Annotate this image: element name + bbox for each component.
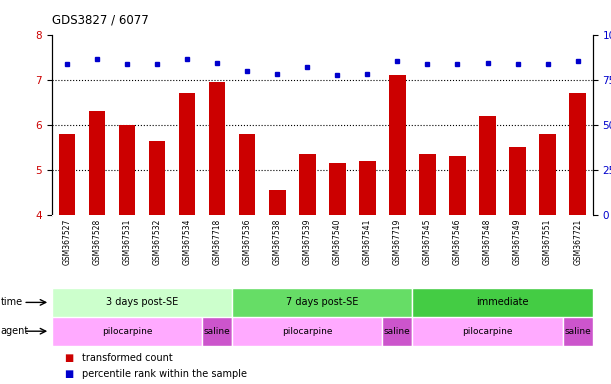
Text: ■: ■ — [64, 369, 73, 379]
Bar — [389, 75, 406, 215]
Text: GSM367532: GSM367532 — [153, 219, 161, 265]
Text: time: time — [1, 297, 23, 308]
Text: saline: saline — [204, 327, 230, 336]
Bar — [179, 93, 196, 215]
Bar — [329, 163, 346, 215]
Bar — [59, 134, 75, 215]
Bar — [52, 288, 232, 317]
Text: GSM367538: GSM367538 — [273, 219, 282, 265]
Bar — [149, 141, 166, 215]
Bar — [119, 125, 135, 215]
Text: GSM367546: GSM367546 — [453, 219, 462, 265]
Bar — [239, 134, 255, 215]
Text: percentile rank within the sample: percentile rank within the sample — [82, 369, 247, 379]
Bar — [479, 116, 496, 215]
Text: GSM367551: GSM367551 — [543, 219, 552, 265]
Text: transformed count: transformed count — [82, 353, 174, 363]
Bar — [232, 317, 382, 346]
Text: GSM367540: GSM367540 — [333, 219, 342, 265]
Text: 7 days post-SE: 7 days post-SE — [286, 297, 359, 308]
Text: GSM367539: GSM367539 — [303, 219, 312, 265]
Text: GSM367718: GSM367718 — [213, 219, 222, 265]
Bar — [202, 317, 232, 346]
Text: GSM367548: GSM367548 — [483, 219, 492, 265]
Text: agent: agent — [1, 326, 29, 336]
Bar — [89, 111, 105, 215]
Bar — [419, 154, 436, 215]
Text: pilocarpine: pilocarpine — [282, 327, 332, 336]
Text: saline: saline — [565, 327, 591, 336]
Text: pilocarpine: pilocarpine — [102, 327, 152, 336]
Text: GSM367549: GSM367549 — [513, 219, 522, 265]
Text: GSM367721: GSM367721 — [573, 219, 582, 265]
Bar — [540, 134, 556, 215]
Bar — [569, 93, 586, 215]
Text: pilocarpine: pilocarpine — [463, 327, 513, 336]
Bar — [412, 317, 563, 346]
Text: GSM367545: GSM367545 — [423, 219, 432, 265]
Bar — [449, 156, 466, 215]
Text: GSM367719: GSM367719 — [393, 219, 402, 265]
Text: ■: ■ — [64, 353, 73, 363]
Text: GSM367528: GSM367528 — [92, 219, 101, 265]
Text: GSM367527: GSM367527 — [62, 219, 71, 265]
Bar — [299, 154, 315, 215]
Text: GDS3827 / 6077: GDS3827 / 6077 — [52, 13, 148, 26]
Bar — [232, 288, 412, 317]
Bar — [359, 161, 376, 215]
Text: 3 days post-SE: 3 days post-SE — [106, 297, 178, 308]
Bar — [382, 317, 412, 346]
Text: immediate: immediate — [477, 297, 529, 308]
Bar — [412, 288, 593, 317]
Bar — [510, 147, 526, 215]
Bar — [269, 190, 285, 215]
Text: GSM367531: GSM367531 — [123, 219, 131, 265]
Text: GSM367541: GSM367541 — [363, 219, 372, 265]
Text: GSM367534: GSM367534 — [183, 219, 192, 265]
Bar — [209, 82, 225, 215]
Text: saline: saline — [384, 327, 411, 336]
Bar — [563, 317, 593, 346]
Text: GSM367536: GSM367536 — [243, 219, 252, 265]
Bar — [52, 317, 202, 346]
